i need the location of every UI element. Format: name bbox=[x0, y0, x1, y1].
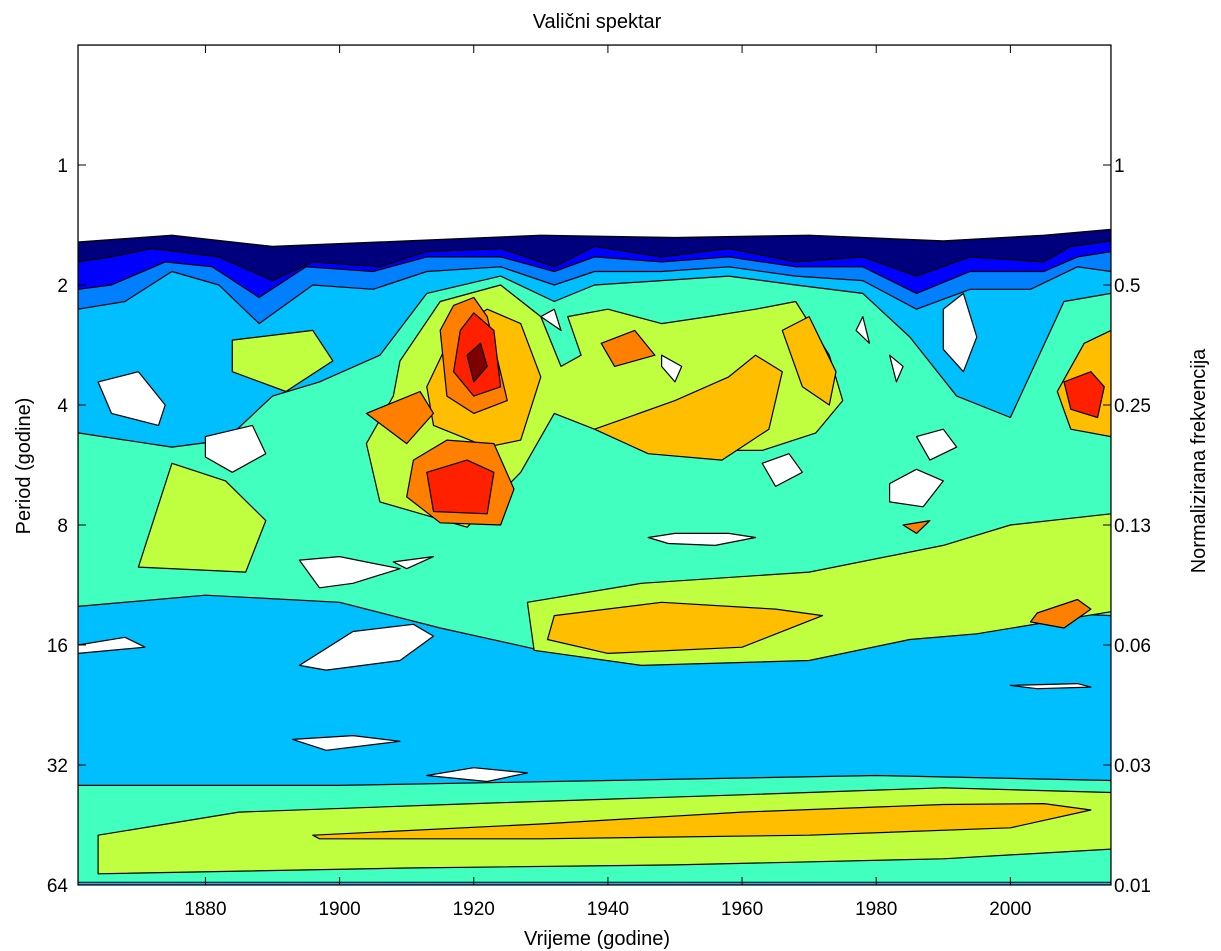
y2-tick-label: 0.5 bbox=[1114, 276, 1140, 297]
y2-tick-label: 0.06 bbox=[1114, 636, 1151, 657]
contour-region-level-0-17 bbox=[761, 453, 803, 487]
contour-region-level-0-2 bbox=[204, 424, 267, 473]
y2-tick-label: 0.25 bbox=[1114, 396, 1151, 417]
y-tick-label: 4 bbox=[57, 396, 68, 417]
contour-region-level-0-16 bbox=[889, 354, 904, 383]
contour-region-level-0-11 bbox=[915, 428, 958, 461]
chart-title: Valični spektar bbox=[533, 11, 662, 33]
y-tick-label: 32 bbox=[47, 756, 68, 777]
plot-area bbox=[78, 45, 1111, 885]
contour-region-level-8-1 bbox=[365, 390, 435, 445]
contour-region-level-6-1 bbox=[137, 462, 267, 573]
y2-tick-label: 0.13 bbox=[1114, 516, 1151, 537]
contour-region-level-0-5 bbox=[298, 623, 435, 671]
contour-region-level-0-13 bbox=[540, 308, 562, 331]
x-tick-label: 1980 bbox=[855, 899, 897, 920]
plot-frame bbox=[77, 44, 1112, 886]
contour-region-level-0-1 bbox=[97, 371, 166, 426]
y-tick-label: 8 bbox=[57, 516, 68, 537]
contour-region-level-0-0 bbox=[78, 45, 1111, 247]
contour-region-level-7-2 bbox=[781, 316, 837, 406]
y-tick-label: 2 bbox=[57, 276, 68, 297]
contour-region-level-0-4 bbox=[392, 556, 435, 570]
axes: 1880 1900 1920 1940 1960 1980 2000 1 2 4 8 16 32 64 1 0… bbox=[47, 44, 1151, 920]
contour-region-level-0-18 bbox=[1009, 683, 1092, 690]
x-tick-label: 1880 bbox=[184, 899, 226, 920]
y2-tick-label: 0.03 bbox=[1114, 756, 1151, 777]
contour-region-level-8-4 bbox=[902, 520, 931, 534]
y2-axis-label: Normalizirana frekvencija bbox=[1188, 348, 1210, 573]
contour-region-level-0-8 bbox=[426, 767, 528, 783]
y2-tick-label: 1 bbox=[1114, 156, 1125, 177]
y-tick-label: 64 bbox=[47, 876, 69, 897]
contour-region-level-0-14 bbox=[661, 354, 683, 383]
contour-region-level-0-15 bbox=[855, 316, 871, 344]
contour-region-level-10-0 bbox=[466, 342, 488, 383]
x-tick-label: 2000 bbox=[989, 899, 1031, 920]
x-tick-label: 1960 bbox=[721, 899, 763, 920]
contour-region-level-7-1 bbox=[593, 354, 783, 461]
contour-region-level-9-2 bbox=[426, 459, 495, 515]
x-tick-label: 1920 bbox=[453, 899, 495, 920]
contour-region-level-0-12 bbox=[942, 292, 978, 373]
x-tick-label: 1940 bbox=[587, 899, 629, 920]
x-tick-label: 1900 bbox=[318, 899, 360, 920]
contour-region-level-8-3 bbox=[600, 329, 656, 367]
x-axis-label: Vrijeme (godine) bbox=[524, 928, 670, 950]
y-axis-label: Period (godine) bbox=[13, 398, 35, 535]
y2-tick-label: 0.01 bbox=[1114, 876, 1151, 897]
contour-region-level-0-6 bbox=[78, 636, 146, 654]
contour-region-level-7-4 bbox=[546, 601, 824, 654]
contour-region-level-0-7 bbox=[292, 735, 401, 751]
contour-fills bbox=[78, 45, 1111, 885]
contour-region-level-0-3 bbox=[298, 556, 401, 589]
contour-region-level-0-10 bbox=[889, 468, 944, 508]
contour-region-level-8-5 bbox=[1029, 598, 1092, 629]
contour-region-level-9-1 bbox=[1063, 371, 1105, 419]
contour-region-level-0-9 bbox=[647, 532, 757, 546]
contour-region-level-7-5 bbox=[312, 803, 1092, 840]
y-tick-label: 16 bbox=[47, 636, 68, 657]
y-tick-label: 1 bbox=[57, 156, 68, 177]
contour-region-level-6-0 bbox=[231, 329, 334, 393]
